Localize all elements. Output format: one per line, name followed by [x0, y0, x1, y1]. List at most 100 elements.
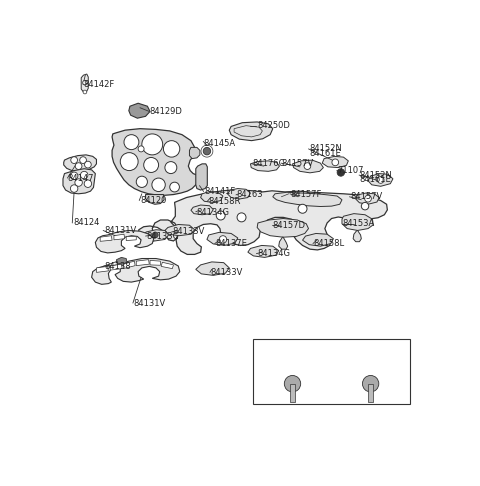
- Text: 84141F: 84141F: [204, 187, 236, 196]
- Polygon shape: [136, 260, 149, 266]
- Polygon shape: [150, 260, 160, 265]
- Text: 84120: 84120: [140, 196, 167, 205]
- Circle shape: [138, 146, 144, 152]
- Polygon shape: [112, 129, 198, 195]
- Circle shape: [332, 159, 338, 166]
- Text: 84157V: 84157V: [282, 158, 314, 168]
- Polygon shape: [64, 155, 96, 172]
- Text: 84158L: 84158L: [314, 239, 345, 248]
- Circle shape: [80, 157, 86, 163]
- Text: 84152N: 84152N: [309, 144, 342, 154]
- Circle shape: [81, 172, 88, 179]
- Polygon shape: [165, 225, 195, 236]
- Polygon shape: [229, 122, 273, 140]
- Circle shape: [75, 163, 82, 170]
- Circle shape: [219, 236, 227, 243]
- Circle shape: [165, 162, 177, 174]
- Polygon shape: [110, 264, 122, 270]
- Text: 84161E: 84161E: [360, 175, 392, 185]
- Text: 84137E: 84137E: [216, 239, 247, 248]
- Polygon shape: [190, 147, 200, 158]
- Text: 84163: 84163: [237, 191, 264, 199]
- Bar: [253, 339, 409, 404]
- Polygon shape: [196, 262, 229, 276]
- Text: 1125DG: 1125DG: [276, 350, 310, 359]
- Polygon shape: [322, 156, 348, 168]
- Polygon shape: [161, 262, 173, 269]
- Polygon shape: [257, 219, 309, 237]
- Circle shape: [337, 169, 345, 176]
- Circle shape: [284, 376, 300, 392]
- Circle shape: [377, 176, 384, 183]
- Polygon shape: [302, 233, 334, 246]
- Polygon shape: [126, 237, 136, 241]
- Circle shape: [71, 157, 77, 163]
- Text: 84152N: 84152N: [360, 171, 393, 179]
- Circle shape: [136, 176, 147, 188]
- Text: 84145A: 84145A: [203, 139, 235, 148]
- Text: 84153A: 84153A: [343, 219, 375, 228]
- Polygon shape: [196, 164, 207, 190]
- Text: 84129D: 84129D: [149, 107, 182, 116]
- Text: 84134G: 84134G: [257, 249, 290, 258]
- Polygon shape: [129, 103, 150, 118]
- Text: 84157F: 84157F: [290, 190, 322, 199]
- Polygon shape: [228, 189, 251, 199]
- Polygon shape: [279, 237, 288, 249]
- Circle shape: [203, 147, 211, 155]
- Polygon shape: [117, 258, 127, 264]
- Polygon shape: [207, 232, 238, 245]
- Circle shape: [152, 178, 165, 191]
- Polygon shape: [123, 261, 135, 269]
- Text: 84133C: 84133C: [146, 231, 179, 241]
- Text: 84250D: 84250D: [257, 121, 290, 130]
- Polygon shape: [273, 192, 342, 207]
- Text: 84147: 84147: [67, 174, 94, 183]
- Polygon shape: [248, 245, 279, 258]
- Circle shape: [365, 195, 372, 202]
- Text: 84158R: 84158R: [208, 197, 240, 206]
- Polygon shape: [81, 74, 88, 92]
- Circle shape: [298, 204, 307, 213]
- Text: 84131V: 84131V: [133, 298, 166, 308]
- Circle shape: [84, 180, 92, 188]
- Polygon shape: [356, 193, 379, 204]
- Polygon shape: [251, 161, 279, 172]
- Circle shape: [142, 134, 163, 155]
- Text: 71107: 71107: [337, 166, 364, 175]
- Circle shape: [362, 376, 379, 392]
- Circle shape: [120, 153, 138, 171]
- Circle shape: [144, 157, 158, 173]
- Circle shape: [163, 140, 180, 157]
- Text: 84133V: 84133V: [172, 227, 204, 237]
- Polygon shape: [63, 169, 96, 194]
- Polygon shape: [145, 194, 164, 204]
- Polygon shape: [96, 266, 108, 272]
- Bar: [368, 384, 373, 401]
- Polygon shape: [368, 174, 393, 186]
- Text: 84134G: 84134G: [196, 208, 229, 217]
- Text: 84157V: 84157V: [350, 192, 383, 201]
- Polygon shape: [142, 230, 168, 241]
- Text: 84161E: 84161E: [309, 149, 341, 158]
- Circle shape: [75, 179, 83, 186]
- Polygon shape: [191, 205, 213, 215]
- Circle shape: [361, 202, 369, 210]
- Circle shape: [216, 211, 225, 220]
- Circle shape: [84, 161, 91, 168]
- Polygon shape: [96, 230, 154, 253]
- Polygon shape: [100, 236, 112, 242]
- Text: 84157D: 84157D: [273, 221, 306, 230]
- Text: 84133V: 84133V: [211, 268, 243, 277]
- Polygon shape: [292, 160, 324, 173]
- Polygon shape: [201, 191, 223, 202]
- Circle shape: [304, 163, 311, 170]
- Circle shape: [71, 185, 78, 192]
- Polygon shape: [353, 230, 361, 242]
- Text: 84142F: 84142F: [83, 80, 114, 89]
- Text: 84138: 84138: [104, 262, 131, 271]
- Bar: [290, 384, 295, 401]
- Text: 84131V: 84131V: [104, 226, 136, 235]
- Circle shape: [152, 232, 158, 238]
- Polygon shape: [114, 234, 125, 240]
